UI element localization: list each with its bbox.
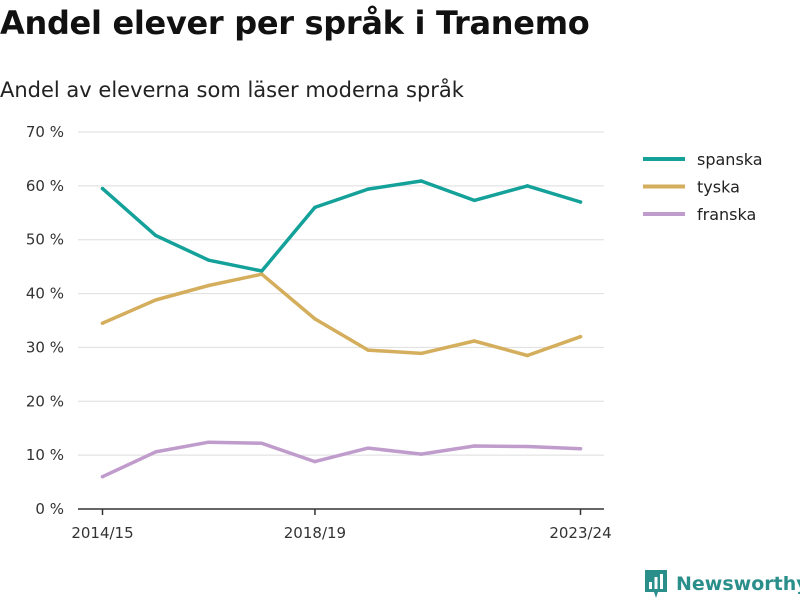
- data-point-tyska: [578, 334, 583, 339]
- data-point-franska: [153, 450, 158, 454]
- data-point-tyska: [207, 283, 211, 288]
- series-line-tyska: [100, 272, 583, 358]
- y-tick-label: 50 %: [26, 231, 64, 249]
- data-point-spanska: [525, 184, 530, 188]
- gridlines: [78, 131, 604, 456]
- data-point-franska: [313, 459, 317, 464]
- data-point-spanska: [366, 187, 370, 191]
- data-point-spanska: [153, 233, 158, 238]
- x-axis: 2014/15 2018/19 2023/24: [71, 508, 612, 542]
- newsworthy-brand[interactable]: Newsworthy: [644, 568, 800, 600]
- x-tick-label: 2023/24: [549, 524, 611, 542]
- brand-name: Newsworthy: [676, 573, 800, 595]
- legend: spanska tyska franska: [643, 150, 763, 224]
- data-point-franska: [260, 441, 264, 445]
- legend-label-franska: franska: [697, 205, 756, 224]
- legend-label-spanska: spanska: [697, 150, 763, 169]
- bar-chart-logo-icon: [645, 570, 667, 598]
- legend-label-tyska: tyska: [697, 178, 740, 197]
- chart-title: Andel elever per språk i Tranemo: [0, 4, 590, 42]
- data-point-tyska: [419, 351, 423, 356]
- data-point-tyska: [153, 298, 158, 302]
- series-line-spanska: [100, 179, 583, 273]
- data-point-spanska: [260, 269, 264, 273]
- y-tick-label: 40 %: [26, 285, 64, 303]
- chart-subtitle: Andel av eleverna som läser moderna språ…: [0, 78, 464, 102]
- data-point-franska: [472, 444, 476, 448]
- y-tick-label: 70 %: [26, 123, 64, 141]
- data-point-spanska: [578, 200, 583, 204]
- data-point-franska: [100, 474, 105, 479]
- data-point-spanska: [419, 179, 423, 183]
- x-tick-label: 2018/19: [284, 524, 346, 542]
- y-tick-label: 20 %: [26, 392, 64, 410]
- data-point-franska: [207, 440, 211, 444]
- y-tick-label: 60 %: [26, 177, 64, 195]
- data-point-tyska: [100, 321, 105, 325]
- data-point-spanska: [313, 205, 317, 210]
- data-point-franska: [419, 452, 423, 456]
- data-point-tyska: [260, 272, 264, 276]
- data-point-spanska: [100, 186, 105, 191]
- y-axis-ticks: 0 % 10 % 20 % 30 % 40 % 50 % 60 % 70 %: [26, 123, 64, 518]
- data-point-franska: [525, 444, 530, 449]
- data-point-tyska: [472, 339, 476, 343]
- series-lines: [100, 179, 583, 479]
- data-point-franska: [366, 446, 370, 450]
- data-point-spanska: [207, 258, 211, 262]
- y-tick-label: 0 %: [35, 500, 64, 518]
- data-point-tyska: [366, 348, 370, 352]
- data-point-tyska: [525, 353, 530, 358]
- x-tick-label: 2014/15: [71, 524, 133, 542]
- series-line-franska: [100, 440, 583, 479]
- y-tick-label: 10 %: [26, 446, 64, 464]
- data-point-franska: [578, 446, 583, 451]
- data-point-tyska: [313, 317, 317, 321]
- y-tick-label: 30 %: [26, 338, 64, 356]
- data-point-spanska: [472, 198, 476, 203]
